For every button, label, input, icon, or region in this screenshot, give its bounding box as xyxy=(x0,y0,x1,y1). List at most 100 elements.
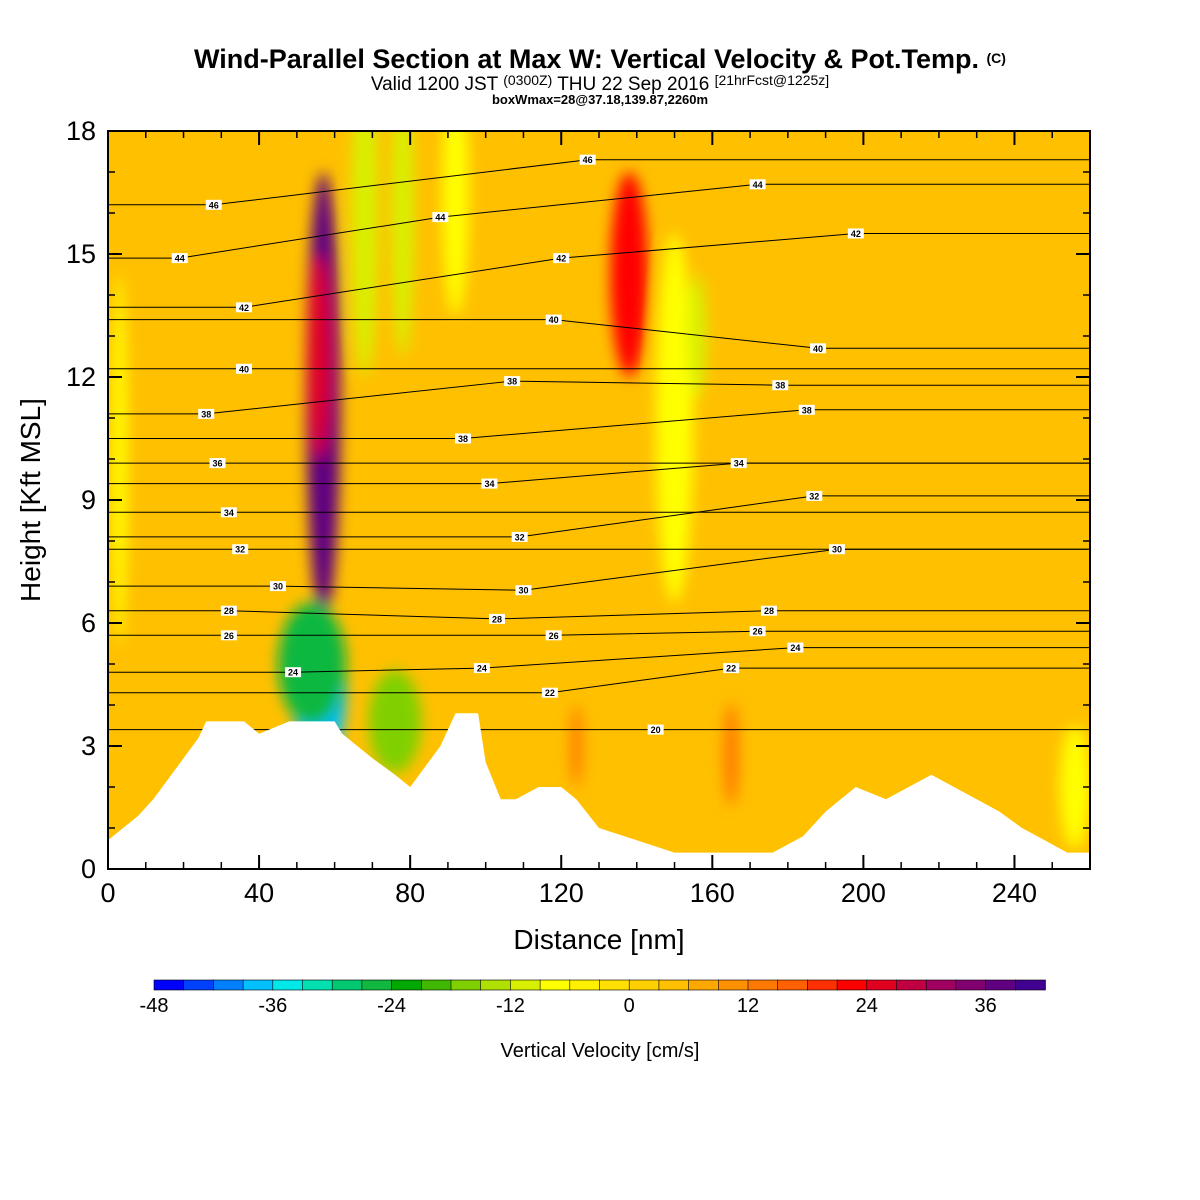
colorbar-swatch xyxy=(955,979,987,991)
pot-temp-label-bg xyxy=(473,663,490,674)
pot-temp-label-bg xyxy=(545,630,562,641)
field-cell xyxy=(351,131,379,377)
y-axis-label: Height [Kft MSL] xyxy=(15,398,46,602)
colorbar-swatch xyxy=(183,979,215,991)
y-tick-label: 6 xyxy=(81,608,96,638)
terrain-shape xyxy=(108,713,1090,869)
y-tick-label: 9 xyxy=(81,485,96,515)
x-tick-label: 120 xyxy=(539,878,584,908)
pot-temp-label-bg xyxy=(232,544,249,555)
pot-temp-label-bg xyxy=(235,363,252,374)
pot-temp-label: 40 xyxy=(239,364,249,374)
colorbar-tick-label: -12 xyxy=(496,995,525,1017)
subtitle-valid: Valid 1200 JST xyxy=(370,74,498,95)
colorbar-tick-label: -48 xyxy=(140,995,169,1017)
pot-temp-label: 40 xyxy=(813,344,823,354)
y-tick-label: 15 xyxy=(66,239,96,269)
colorbar-swatch xyxy=(1014,979,1046,991)
pot-temp-label-bg xyxy=(545,314,562,325)
colorbar: -48 -36 -24 -12 0 12 24 36 xyxy=(140,979,1046,1017)
colorbar-swatch xyxy=(480,979,512,991)
pot-temp-label-bg xyxy=(269,581,286,592)
colorbar-swatch xyxy=(896,979,928,991)
pot-temp-label-bg xyxy=(828,544,845,555)
pot-temp-label-bg xyxy=(847,228,864,239)
y-tick-label: 18 xyxy=(66,116,96,146)
colorbar-swatch xyxy=(658,979,690,991)
pot-temp-label: 32 xyxy=(515,532,525,542)
pot-temp-label-bg xyxy=(749,179,766,190)
colorbar-swatch xyxy=(628,979,660,991)
pot-temp-label: 36 xyxy=(213,459,223,469)
pot-temp-label-bg xyxy=(806,490,823,501)
pot-temp-label-bg xyxy=(209,458,226,469)
pot-temp-line xyxy=(108,462,1090,485)
pot-temp-label-bg xyxy=(235,302,252,313)
pot-temp-label-bg xyxy=(171,253,188,264)
pot-temp-label: 44 xyxy=(175,254,185,264)
colorbar-tick-label: 0 xyxy=(624,995,635,1017)
pot-temp-label-bg xyxy=(489,613,506,624)
pot-temp-label-bg xyxy=(749,626,766,637)
pot-temp-label: 28 xyxy=(492,614,502,624)
pot-temp-label: 46 xyxy=(209,200,219,210)
subtitle-forecast: [21hrFcst@1225z] xyxy=(714,72,830,88)
colorbar-swatch xyxy=(925,979,957,991)
colorbar-swatch xyxy=(420,979,452,991)
field-cell xyxy=(442,131,469,316)
pot-temp-label-bg xyxy=(723,663,740,674)
subtitle-zulu: (0300Z) xyxy=(503,72,553,88)
pot-temp-line xyxy=(108,667,1090,694)
colorbar-tick-label: -36 xyxy=(258,995,287,1017)
pot-temp-label-bg xyxy=(198,408,215,419)
colorbar-swatch xyxy=(213,979,244,991)
pot-temp-label: 38 xyxy=(458,434,468,444)
field-cells xyxy=(111,131,1090,849)
colorbar-swatch xyxy=(807,979,838,991)
pot-temp-label-bg xyxy=(220,630,237,641)
chart-title-text: Wind-Parallel Section at Max W: Vertical… xyxy=(194,44,979,74)
pot-temp-label: 24 xyxy=(477,664,487,674)
pot-temp-label-bg xyxy=(205,199,222,210)
colorbar-swatch xyxy=(539,979,571,991)
pot-temp-label-bg xyxy=(541,687,558,698)
colorbar-swatch xyxy=(836,979,868,991)
chart-title: Wind-Parallel Section at Max W: Vertical… xyxy=(0,44,1200,75)
pot-temp-label: 34 xyxy=(484,479,494,489)
pot-temp-label: 30 xyxy=(832,545,842,555)
pot-temp-label: 46 xyxy=(583,155,593,165)
pot-temp-label-bg xyxy=(515,585,532,596)
pot-temp-label-bg xyxy=(810,343,827,354)
pot-temp-label: 34 xyxy=(224,508,234,518)
colorbar-swatch xyxy=(985,979,1017,991)
colorbar-swatch xyxy=(866,979,898,991)
pot-temp-label: 30 xyxy=(518,586,528,596)
x-tick-label: 240 xyxy=(992,878,1037,908)
pot-temp-label-bg xyxy=(647,724,664,735)
pot-temp-label-bg xyxy=(579,154,596,165)
colorbar-swatch xyxy=(510,979,541,991)
colorbar-swatch xyxy=(599,979,631,991)
pot-temp-label-bg xyxy=(481,478,498,489)
pot-temp-label: 34 xyxy=(734,459,744,469)
pot-temp-label: 26 xyxy=(549,631,559,641)
field-cell xyxy=(687,274,707,398)
pot-temp-line xyxy=(108,159,1090,206)
colorbar-tick-label: -24 xyxy=(377,995,406,1017)
chart-subtitle: Valid 1200 JST (0300Z) THU 22 Sep 2016 [… xyxy=(0,72,1200,96)
colorbar-swatch xyxy=(747,979,779,991)
pot-temp-contours: 46 46 44 44 44 42 42 42 40 40 40 38 38 38 38 38 36 34 34 34… xyxy=(108,154,1090,735)
field-cell xyxy=(723,702,739,806)
field-cell xyxy=(1059,725,1090,849)
colorbar-swatch xyxy=(361,979,393,991)
pot-temp-label: 26 xyxy=(753,627,763,637)
x-tick-label: 160 xyxy=(690,878,735,908)
pot-temp-label: 22 xyxy=(726,664,736,674)
y-tick-label: 3 xyxy=(81,731,96,761)
pot-temp-label: 42 xyxy=(556,254,566,264)
pot-temp-label-bg xyxy=(772,380,789,391)
field-cell xyxy=(308,254,331,459)
pot-temp-label: 30 xyxy=(273,582,283,592)
pot-temp-label-bg xyxy=(787,642,804,653)
